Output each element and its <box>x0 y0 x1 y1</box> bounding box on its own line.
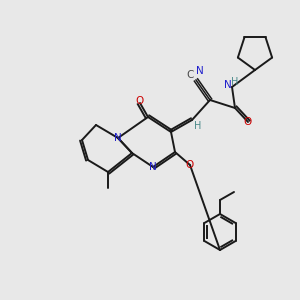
Text: N: N <box>196 66 204 76</box>
Text: N: N <box>224 80 232 90</box>
Text: N: N <box>149 162 157 172</box>
Text: N: N <box>114 133 122 143</box>
Text: O: O <box>186 160 194 170</box>
Text: O: O <box>244 117 252 127</box>
Text: C: C <box>186 70 194 80</box>
Text: H: H <box>194 121 202 131</box>
Text: H: H <box>231 77 239 87</box>
Text: O: O <box>136 96 144 106</box>
